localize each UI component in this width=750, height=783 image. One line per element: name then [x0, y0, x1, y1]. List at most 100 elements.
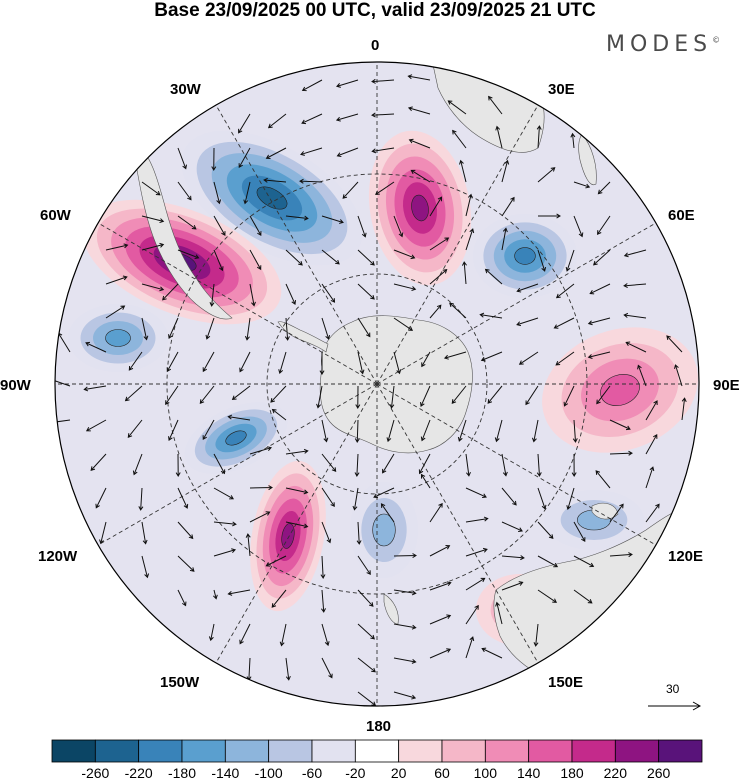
wind-arrow	[55, 377, 71, 387]
wind-arrow	[301, 113, 323, 125]
lon-label-90e: 90E	[713, 377, 740, 394]
wind-arrow	[177, 589, 187, 607]
wind-arrow	[316, 385, 323, 409]
lon-label-120e: 120E	[668, 548, 704, 565]
wind-arrow	[465, 228, 475, 251]
wind-arrow	[249, 283, 256, 307]
wind-arrow	[407, 106, 431, 115]
wind-arrow	[231, 385, 251, 401]
wind-arrow	[141, 181, 161, 196]
brand-name: MODES	[606, 32, 713, 57]
lon-label-150w: 150W	[160, 674, 200, 691]
wind-arrow	[357, 249, 375, 266]
wind-arrow	[249, 485, 273, 491]
wind-arrow	[531, 419, 539, 443]
antarctic-peninsula	[277, 321, 329, 353]
colorbar-tick: 260	[646, 765, 671, 781]
colorbar-tick: -140	[211, 765, 240, 781]
wind-arrow	[335, 113, 359, 122]
wind-arrow	[589, 283, 611, 295]
wind-arrow	[352, 487, 359, 511]
wind-arrow	[132, 453, 143, 476]
wind-arrow	[459, 159, 467, 183]
wind-arrow	[249, 511, 271, 523]
wind-arrow	[418, 453, 431, 475]
wind-arrow	[623, 249, 647, 258]
latitude-circle-inner	[266, 273, 488, 495]
colorbar-tick: -100	[254, 765, 283, 781]
wind-arrow	[573, 215, 584, 238]
wind-arrow	[239, 351, 251, 373]
colorbar-swatch-14	[658, 739, 703, 763]
wind-arrow	[487, 385, 503, 404]
wind-arrow	[393, 623, 417, 630]
wind-arrow	[563, 385, 575, 407]
wind-arrow	[420, 385, 431, 407]
wind-arrow	[674, 364, 683, 387]
wind-arrow	[429, 614, 452, 625]
wind-arrow	[536, 453, 542, 477]
wind-arrow	[596, 385, 611, 405]
wind-arrow	[518, 351, 539, 365]
reference-vector-value: 30	[666, 682, 680, 696]
wind-arrow	[321, 453, 337, 473]
wind-arrow	[243, 181, 251, 205]
wind-arrow	[202, 351, 215, 373]
wind-arrow	[141, 521, 148, 545]
wind-arrow	[625, 341, 647, 353]
wind-arrow	[354, 419, 360, 443]
wind-arrow	[285, 283, 297, 305]
colorbar-tick: -220	[124, 765, 153, 781]
wind-arrow	[245, 533, 251, 557]
wind-arrow	[238, 147, 251, 169]
colorbar-tick: -60	[301, 765, 323, 781]
colorbar-tick: 140	[516, 765, 541, 781]
meridian-150	[376, 383, 539, 664]
wind-arrow	[393, 553, 417, 559]
wind-arrow	[386, 419, 395, 443]
wind-arrow	[321, 623, 330, 647]
wind-arrow	[380, 503, 395, 523]
wind-arrow	[457, 419, 467, 442]
anomaly-blue-south-atlantic-level-5	[256, 186, 288, 210]
wind-arrow	[321, 317, 331, 340]
wind-arrow	[249, 249, 262, 271]
wind-arrow	[342, 181, 359, 199]
wind-arrow	[443, 351, 467, 360]
wind-arrow	[587, 317, 611, 326]
lon-label-60e: 60E	[668, 207, 695, 224]
wind-arrow	[285, 448, 309, 455]
wind-arrow	[357, 657, 376, 673]
colorbar-tick: 100	[473, 765, 498, 781]
wind-arrow	[465, 453, 471, 477]
wind-arrow	[645, 400, 658, 421]
wind-arrow	[393, 657, 417, 664]
wind-arrow	[623, 312, 647, 319]
wind-arrow	[375, 181, 395, 195]
tasmania	[591, 502, 619, 520]
wind-arrow	[357, 555, 371, 576]
brand-mark: ©	[712, 35, 721, 45]
wind-arrow	[429, 502, 443, 523]
wind-arrow	[533, 623, 539, 647]
madagascar	[578, 133, 597, 186]
wind-arrow	[99, 521, 107, 545]
wind-arrow	[227, 414, 251, 421]
wind-arrow	[265, 147, 287, 159]
wind-arrow	[501, 196, 515, 217]
wind-arrow	[270, 385, 287, 403]
wind-arrow	[516, 317, 539, 327]
wind-arrow	[285, 657, 291, 681]
wind-arrow	[565, 249, 575, 272]
wind-arrow	[447, 100, 467, 115]
wind-arrow	[168, 419, 179, 441]
anomaly-pink-indian-ocean-level-3	[600, 374, 640, 406]
wind-arrow	[371, 147, 395, 154]
wind-arrow	[553, 317, 575, 329]
wind-arrow	[501, 227, 508, 251]
colorbar-swatch-6	[311, 739, 356, 763]
wind-arrow	[609, 450, 633, 456]
wind-arrow	[537, 589, 558, 603]
wind-arrow	[213, 548, 237, 557]
wind-arrow	[141, 317, 149, 341]
